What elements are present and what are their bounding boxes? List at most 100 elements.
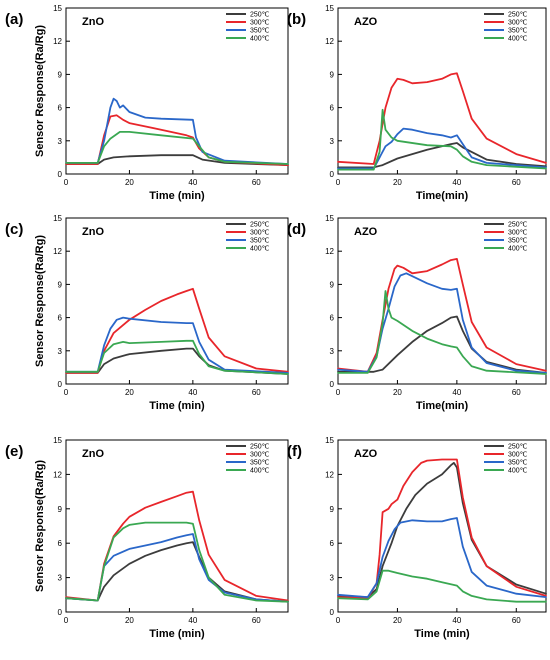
y-tick-label: 3 — [330, 574, 335, 583]
y-tick-label: 15 — [53, 436, 62, 445]
x-tick-label: 0 — [336, 388, 341, 397]
y-tick-label: 0 — [330, 608, 335, 617]
panel-label: (e) — [5, 443, 23, 460]
legend-label: 250℃ — [508, 444, 528, 451]
y-tick-label: 12 — [53, 247, 62, 256]
x-tick-label: 0 — [64, 616, 69, 625]
y-tick-label: 15 — [325, 436, 334, 445]
y-tick-label: 12 — [53, 470, 62, 479]
x-tick-label: 60 — [252, 616, 261, 625]
x-axis-label: Time(min) — [416, 190, 469, 202]
chart-panel-6: 0 3 6 9 12 15 0 20 40 60 Time (min) (f) AZO 250℃300℃3… — [287, 436, 547, 640]
x-tick-label: 60 — [252, 388, 261, 397]
series-line-350℃ — [337, 517, 547, 598]
legend-label: 250℃ — [508, 222, 528, 229]
y-axis-label: Sensor Response(Ra/Rg) — [34, 235, 46, 367]
legend-label: 350℃ — [250, 28, 270, 35]
x-tick-label: 20 — [393, 616, 402, 625]
legend-label: 250℃ — [250, 12, 270, 19]
panel-label: (a) — [5, 11, 23, 28]
x-tick-label: 40 — [452, 388, 461, 397]
y-tick-label: 0 — [58, 380, 63, 389]
panel-label: (c) — [5, 221, 23, 238]
series-line-300℃ — [65, 287, 289, 374]
y-tick-label: 15 — [53, 4, 62, 13]
series-line-400℃ — [65, 339, 289, 375]
x-tick-label: 60 — [512, 616, 521, 625]
series-line-350℃ — [337, 127, 547, 170]
x-tick-label: 0 — [64, 388, 69, 397]
x-axis-label: Time(min) — [416, 400, 469, 412]
series-line-300℃ — [337, 258, 547, 373]
legend-label: 250℃ — [508, 12, 528, 19]
y-tick-label: 3 — [330, 347, 335, 356]
plot-frame — [65, 217, 289, 385]
plot-frame — [337, 217, 547, 385]
series-line-350℃ — [65, 97, 289, 165]
legend-label: 300℃ — [508, 452, 528, 459]
legend-label: 350℃ — [508, 460, 528, 467]
y-tick-label: 3 — [58, 347, 63, 356]
x-tick-label: 20 — [125, 388, 134, 397]
legend-label: 300℃ — [250, 230, 270, 237]
y-tick-label: 15 — [53, 214, 62, 223]
legend-label: 350℃ — [250, 238, 270, 245]
legend-label: 250℃ — [250, 222, 270, 229]
chart-panel-5: 0 3 6 9 12 15 0 20 40 60 Time (min) Sensor Response… — [5, 436, 289, 640]
y-tick-label: 12 — [325, 470, 334, 479]
material-label: AZO — [354, 226, 378, 238]
y-axis-label: Sensor Response(Ra/Rg) — [34, 460, 46, 592]
legend-label: 400℃ — [250, 246, 270, 253]
y-tick-label: 9 — [330, 70, 335, 79]
x-axis-label: Time (min) — [149, 400, 205, 412]
plot-frame — [337, 439, 547, 613]
series-line-300℃ — [337, 458, 547, 600]
material-label: AZO — [354, 16, 378, 28]
x-tick-label: 20 — [125, 616, 134, 625]
series-line-250℃ — [337, 462, 547, 598]
x-tick-label: 20 — [393, 388, 402, 397]
chart-panel-4: 0 3 6 9 12 15 0 20 40 60 Time(min) (d) AZO 250℃300℃35… — [287, 214, 547, 412]
y-tick-label: 12 — [325, 247, 334, 256]
y-tick-label: 3 — [58, 574, 63, 583]
y-tick-label: 9 — [58, 70, 63, 79]
y-tick-label: 9 — [58, 505, 63, 514]
legend-label: 400℃ — [508, 36, 528, 43]
material-label: ZnO — [82, 226, 104, 238]
legend-label: 400℃ — [250, 36, 270, 43]
y-tick-label: 12 — [53, 37, 62, 46]
chart-panel-1: 0 3 6 9 12 15 0 20 40 60 Time (min) Sensor Response… — [5, 4, 289, 202]
legend-label: 300℃ — [508, 20, 528, 27]
y-tick-label: 0 — [330, 380, 335, 389]
x-tick-label: 60 — [512, 178, 521, 187]
material-label: ZnO — [82, 16, 104, 28]
x-tick-label: 40 — [452, 178, 461, 187]
series-line-400℃ — [337, 290, 547, 375]
y-tick-label: 15 — [325, 214, 334, 223]
y-tick-label: 12 — [325, 37, 334, 46]
x-tick-label: 60 — [252, 178, 261, 187]
plot-frame — [65, 7, 289, 175]
chart-panel-3: 0 3 6 9 12 15 0 20 40 60 Time (min) Sensor Response… — [5, 214, 289, 412]
y-tick-label: 9 — [330, 505, 335, 514]
material-label: ZnO — [82, 448, 104, 460]
legend-label: 350℃ — [508, 28, 528, 35]
series-line-250℃ — [337, 142, 547, 169]
legend-label: 300℃ — [508, 230, 528, 237]
y-tick-label: 9 — [330, 280, 335, 289]
y-tick-label: 6 — [58, 314, 63, 323]
series-line-300℃ — [337, 72, 547, 165]
x-tick-label: 0 — [336, 178, 341, 187]
series-line-400℃ — [337, 569, 547, 603]
series-line-400℃ — [65, 131, 289, 165]
panel-label: (d) — [287, 221, 306, 238]
y-tick-label: 0 — [58, 608, 63, 617]
y-tick-label: 3 — [330, 137, 335, 146]
material-label: AZO — [354, 448, 378, 460]
legend-label: 300℃ — [250, 20, 270, 27]
x-tick-label: 40 — [188, 178, 197, 187]
x-tick-label: 40 — [452, 616, 461, 625]
y-tick-label: 0 — [330, 170, 335, 179]
y-tick-label: 6 — [330, 104, 335, 113]
